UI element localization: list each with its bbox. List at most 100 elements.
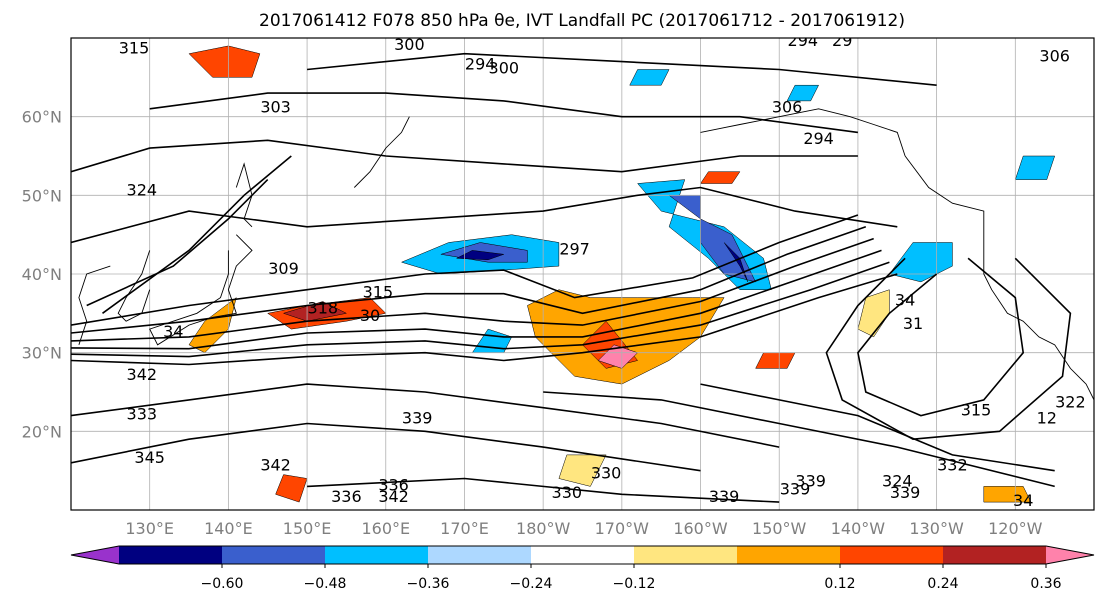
coastline	[353, 116, 410, 188]
contour-label: 309	[268, 259, 299, 278]
colorbar-segment	[943, 546, 1047, 564]
contour-label: 336	[331, 487, 362, 506]
colorbar-tick-label: −0.36	[407, 576, 450, 592]
anomaly-region	[455, 250, 504, 261]
y-tick-label: 20°N	[22, 422, 62, 441]
contour-label: 31	[903, 314, 923, 333]
theta-e-contour	[71, 422, 701, 472]
theta-e-contour	[71, 273, 898, 366]
theta-e-contour	[857, 257, 1025, 417]
contour-label: 342	[260, 456, 291, 475]
contour-label: 339	[402, 409, 433, 428]
colorbar-segment	[531, 546, 635, 564]
x-tick-label: 160°E	[361, 519, 410, 538]
contour-label: 339	[890, 483, 921, 502]
coastline	[149, 234, 253, 346]
colorbar-tick-label: −0.12	[613, 576, 656, 592]
anomaly-region	[723, 242, 749, 283]
theta-e-contour	[700, 383, 1055, 472]
contour-label: 342	[127, 365, 158, 384]
theta-e-contour	[71, 249, 882, 350]
x-tick-label: 150°W	[752, 519, 807, 538]
contour-label: 297	[559, 239, 590, 258]
theta-e-contour	[86, 179, 269, 307]
x-tick-label: 170°E	[440, 519, 489, 538]
colorbar-tick-label: −0.48	[304, 576, 347, 592]
contour-label: 339	[780, 479, 811, 498]
colorbar-tick-label: −0.60	[201, 576, 244, 592]
colorbar-segment	[222, 546, 326, 564]
contour-label: 333	[127, 405, 158, 424]
contour-label: 315	[363, 283, 394, 302]
contour-label: 34	[895, 291, 915, 310]
y-tick-label: 30°N	[22, 344, 62, 363]
contour-label: 342	[378, 487, 409, 506]
colorbar-segment	[634, 546, 738, 564]
x-tick-label: 140°W	[831, 519, 886, 538]
colorbar-extend-low	[71, 546, 119, 564]
chart-title: 2017061412 F078 850 hPa θe, IVT Landfall…	[259, 11, 905, 31]
y-tick-label: 60°N	[22, 108, 62, 127]
contour-label: 294	[465, 55, 496, 74]
anomaly-region	[275, 474, 308, 503]
colorbar-tick-label: 0.24	[927, 576, 958, 592]
colorbar-tick-label: −0.24	[510, 576, 553, 592]
colorbar-segment	[840, 546, 944, 564]
theta-e-contour	[71, 214, 859, 326]
anomaly-region	[558, 454, 607, 487]
theta-e-contour	[71, 261, 890, 358]
anomaly-region	[983, 486, 1032, 503]
contour-label: 339	[795, 471, 826, 490]
contour-label: 12	[1037, 409, 1057, 428]
theta-e-contour	[71, 186, 898, 244]
contour-label: 345	[134, 448, 165, 467]
contour-label: 324	[127, 180, 158, 199]
anomaly-region	[188, 45, 261, 78]
anomaly-region	[629, 69, 670, 86]
y-tick-labels: 20°N 30°N 40°N 50°N 60°N	[22, 108, 62, 442]
colorbar-tick-label: 0.12	[824, 576, 855, 592]
map-frame	[70, 37, 1095, 511]
contour-label: 29	[832, 31, 852, 50]
colorbar-extend-high	[1046, 546, 1094, 564]
contour-label: 322	[1055, 393, 1086, 412]
x-tick-label: 130°E	[125, 519, 174, 538]
theta-e-contour	[149, 92, 859, 134]
contour-label: 330	[552, 483, 583, 502]
theta-e-contour	[307, 477, 780, 503]
x-tick-label: 180°W	[516, 519, 571, 538]
anomaly-region	[857, 289, 890, 338]
y-tick-label: 50°N	[22, 186, 62, 205]
x-tick-label: 150°E	[283, 519, 332, 538]
contour-label: 336	[378, 475, 409, 494]
contour-label: 330	[591, 464, 622, 483]
colorbar-tick-label: 0.36	[1030, 576, 1061, 592]
x-tick-label: 120°W	[988, 519, 1043, 538]
colorbar-outline	[70, 545, 1095, 565]
x-tick-label: 140°E	[204, 519, 253, 538]
theta-e-contour	[71, 237, 874, 342]
y-tick-label: 40°N	[22, 265, 62, 284]
contour-label: 318	[308, 298, 339, 317]
contour-label: 315	[961, 401, 992, 420]
contour-label: 34	[1013, 491, 1033, 510]
theta-e-contour	[307, 52, 937, 86]
anomaly-region	[786, 84, 820, 102]
contour-label: 306	[772, 98, 803, 117]
theta-e-contour	[543, 391, 1055, 488]
colorbar-segment	[119, 546, 223, 564]
colorbar-segment	[737, 546, 841, 564]
colorbar-segment	[428, 546, 532, 564]
coastline	[700, 108, 906, 157]
x-tick-label: 130°W	[909, 519, 964, 538]
contour-label: 339	[709, 487, 740, 506]
colorbar-segment	[325, 546, 429, 564]
coastline	[78, 265, 111, 345]
contour-label: 315	[119, 39, 150, 58]
x-tick-label: 170°W	[595, 519, 650, 538]
contour-label: 332	[937, 456, 968, 475]
theta-e-contours	[71, 52, 1072, 503]
colorbar	[70, 545, 1095, 565]
